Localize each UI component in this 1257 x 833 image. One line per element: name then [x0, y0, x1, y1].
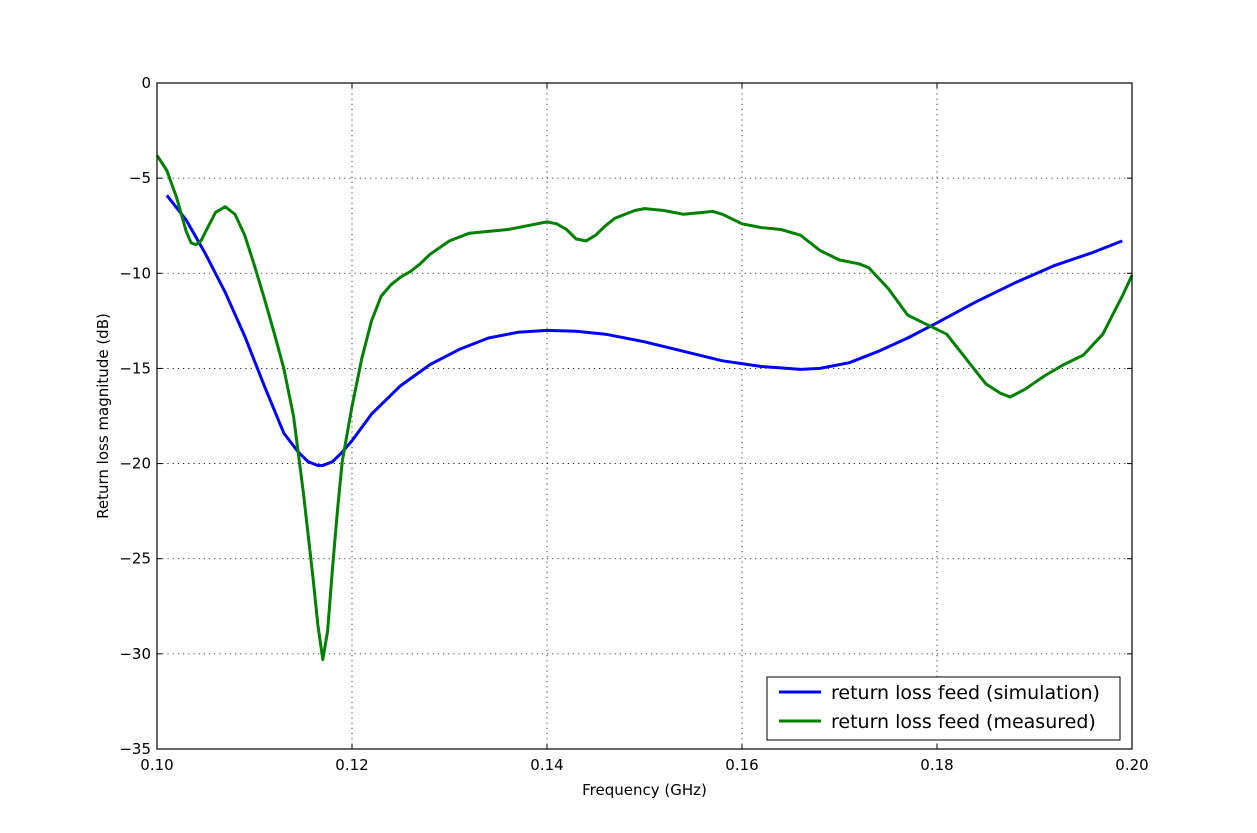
y-tick-label: 0	[141, 74, 151, 92]
y-tick-label: −30	[119, 645, 151, 663]
x-tick-label: 0.16	[725, 756, 758, 774]
x-tick-label: 0.10	[140, 756, 173, 774]
y-tick-label: −10	[119, 264, 151, 282]
x-tick-label: 0.20	[1115, 756, 1148, 774]
series-line-measured	[155, 154, 1134, 662]
x-tick-label: 0.14	[530, 756, 563, 774]
legend: return loss feed (simulation) return los…	[766, 676, 1121, 741]
y-tick-label: −20	[119, 455, 151, 473]
y-tick-label: −35	[119, 740, 151, 758]
series-line-simulation	[165, 194, 1123, 467]
grid	[157, 83, 1132, 749]
plot-frame	[156, 82, 1133, 750]
x-tick-label: 0.12	[335, 756, 368, 774]
legend-label-simulation: return loss feed (simulation)	[831, 682, 1100, 704]
ticks	[156, 82, 1133, 750]
x-axis-label: Frequency (GHz)	[582, 781, 707, 799]
y-axis-label: Return loss magnitude (dB)	[94, 313, 112, 519]
y-tick-label: −25	[119, 550, 151, 568]
tick-labels: 0.10 0.12 0.14 0.16 0.18 0.20 0 −5 −10 −15 −20 −25 −…	[119, 74, 1148, 774]
y-tick-label: −15	[119, 359, 151, 377]
x-tick-label: 0.18	[920, 756, 953, 774]
legend-box	[766, 676, 1121, 741]
legend-label-measured: return loss feed (measured)	[831, 711, 1096, 733]
y-tick-label: −5	[129, 169, 151, 187]
series-lines	[155, 154, 1134, 662]
